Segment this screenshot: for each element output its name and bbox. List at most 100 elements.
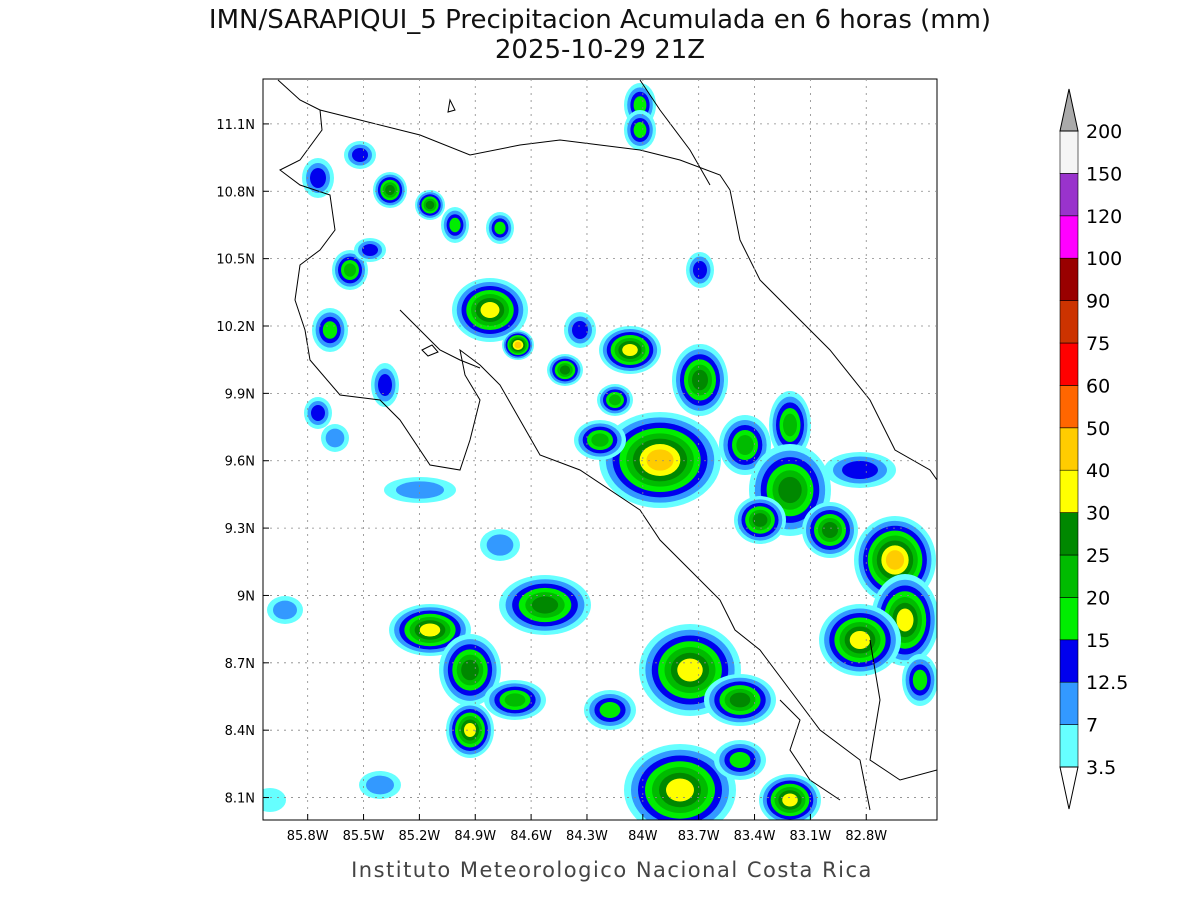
colorbar-label: 90 bbox=[1086, 291, 1110, 313]
rain-area bbox=[419, 623, 441, 637]
colorbar-label: 20 bbox=[1086, 587, 1110, 609]
rain-area bbox=[344, 263, 356, 277]
rain-area bbox=[385, 184, 395, 196]
rain-area bbox=[273, 600, 297, 620]
y-tick-label: 10.8N bbox=[216, 185, 255, 200]
rain-area bbox=[559, 365, 571, 375]
rain-area bbox=[609, 394, 621, 406]
rain-area bbox=[572, 321, 588, 339]
coastlines bbox=[277, 79, 937, 811]
colorbar-segment bbox=[1059, 385, 1079, 429]
rain-area bbox=[425, 200, 435, 210]
rain-area bbox=[849, 631, 871, 649]
colorbar-label: 100 bbox=[1086, 248, 1122, 270]
rain-area bbox=[633, 122, 647, 138]
title: IMN/SARAPIQUI_5 Precipitacion Acumulada … bbox=[209, 5, 991, 35]
x-tick-label: 84.9W bbox=[454, 829, 496, 844]
colorbar-label: 150 bbox=[1086, 163, 1122, 185]
rain-area bbox=[782, 793, 798, 807]
rain-area bbox=[366, 775, 394, 795]
colorbar-segment bbox=[1059, 173, 1079, 217]
y-tick-label: 11.1N bbox=[216, 118, 255, 133]
y-tick-label: 10.2N bbox=[216, 320, 255, 335]
colorbar-segment bbox=[1059, 469, 1079, 513]
rain-area bbox=[514, 341, 522, 349]
colorbar-segment bbox=[1059, 300, 1079, 344]
rain-area bbox=[622, 344, 638, 356]
rain-area bbox=[885, 550, 905, 570]
colorbar-label: 15 bbox=[1086, 630, 1110, 652]
colorbar-label: 25 bbox=[1086, 545, 1110, 567]
rain-area bbox=[666, 778, 694, 802]
colorbar-label: 120 bbox=[1086, 206, 1122, 228]
y-tick-label: 8.7N bbox=[225, 657, 255, 672]
y-tick-label: 9.9N bbox=[225, 387, 255, 402]
colorbar-label: 60 bbox=[1086, 375, 1110, 397]
rain-area bbox=[591, 433, 609, 447]
rain-area bbox=[449, 217, 461, 233]
colorbar-label: 75 bbox=[1086, 333, 1110, 355]
colorbar-label: 50 bbox=[1086, 418, 1110, 440]
colorbar-segment bbox=[1059, 130, 1079, 174]
rain-area bbox=[263, 788, 286, 812]
y-tick-label: 10.5N bbox=[216, 253, 255, 268]
rain-area bbox=[677, 658, 703, 682]
colorbar-label: 200 bbox=[1086, 121, 1122, 143]
rain-area bbox=[461, 659, 479, 681]
colorbar-label: 12.5 bbox=[1086, 672, 1128, 694]
footer: Instituto Meteorologico Nacional Costa R… bbox=[351, 858, 873, 882]
rain-area bbox=[692, 369, 708, 391]
subtitle: 2025-10-29 21Z bbox=[495, 35, 705, 65]
y-tick-label: 8.1N bbox=[225, 792, 255, 807]
rain-area bbox=[531, 596, 559, 614]
x-tick-label: 85.8W bbox=[287, 829, 329, 844]
x-tick-label: 85.5W bbox=[343, 829, 385, 844]
precipitation-field bbox=[263, 83, 937, 820]
rain-area bbox=[599, 702, 621, 718]
rain-area bbox=[736, 435, 754, 455]
rain-area bbox=[783, 413, 797, 437]
rain-area bbox=[842, 461, 878, 479]
rain-area bbox=[464, 723, 476, 737]
colorbar-segment bbox=[1059, 681, 1079, 725]
x-tick-label: 84.6W bbox=[510, 829, 552, 844]
rain-area bbox=[310, 168, 326, 188]
y-tick-label: 8.4N bbox=[225, 724, 255, 739]
colorbar-label: 40 bbox=[1086, 460, 1110, 482]
y-tick-label: 9.3N bbox=[225, 522, 255, 537]
rain-area bbox=[729, 752, 751, 768]
colorbar-segment bbox=[1059, 342, 1079, 386]
rain-area bbox=[378, 374, 392, 396]
rain-area bbox=[494, 221, 506, 235]
colorbar-segment bbox=[1059, 597, 1079, 641]
rain-area bbox=[504, 693, 526, 707]
colorbar-segment bbox=[1059, 512, 1079, 556]
y-tick-label: 9N bbox=[237, 589, 255, 604]
rain-area bbox=[311, 405, 325, 421]
rain-area bbox=[362, 244, 378, 256]
colorbar-segment bbox=[1059, 257, 1079, 301]
x-tick-label: 83.1W bbox=[789, 829, 831, 844]
rain-area bbox=[322, 321, 338, 339]
rain-area bbox=[912, 669, 928, 691]
rain-area bbox=[352, 148, 368, 162]
colorbar-label: 30 bbox=[1086, 503, 1110, 525]
x-tick-label: 83.7W bbox=[678, 829, 720, 844]
x-tick-label: 84.3W bbox=[566, 829, 608, 844]
map-frame bbox=[262, 78, 938, 821]
y-tick-label: 9.6N bbox=[225, 455, 255, 470]
colorbar-label: 7 bbox=[1086, 715, 1098, 737]
rain-area bbox=[396, 481, 444, 499]
rain-area bbox=[480, 302, 500, 318]
rain-area bbox=[822, 522, 838, 538]
rain-area bbox=[896, 608, 914, 632]
rain-area bbox=[778, 476, 802, 504]
x-tick-label: 83.4W bbox=[734, 829, 776, 844]
x-tick-label: 84W bbox=[628, 829, 658, 844]
colorbar-over bbox=[1059, 88, 1079, 132]
colorbar-segment bbox=[1059, 554, 1079, 598]
rain-area bbox=[729, 692, 751, 708]
rain-area bbox=[486, 534, 514, 556]
rain-area bbox=[693, 261, 707, 279]
